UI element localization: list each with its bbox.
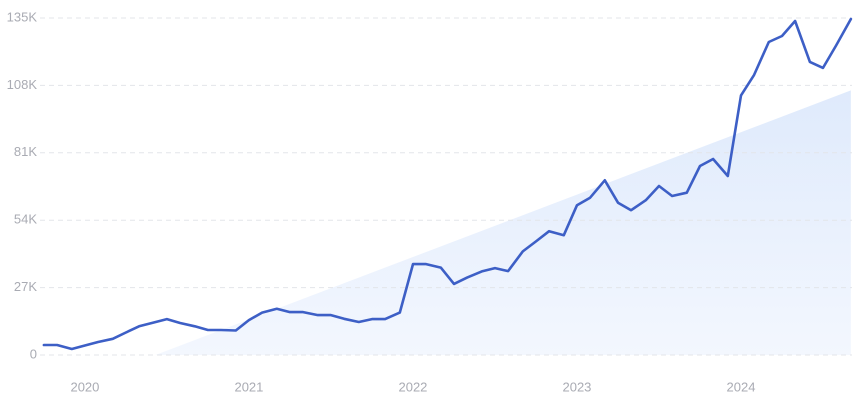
x-tick-label: 2023 [562, 379, 591, 394]
x-tick-label: 2021 [234, 379, 263, 394]
y-tick-label: 0 [30, 346, 37, 361]
trend-area [155, 90, 851, 356]
line [42, 17, 853, 351]
y-tick-label: 135K [7, 9, 38, 24]
x-tick-label: 2024 [727, 379, 756, 394]
x-tick-label: 2022 [398, 379, 427, 394]
y-tick-label: 81K [14, 144, 37, 159]
x-tick-label: 2020 [70, 379, 99, 394]
y-tick-label: 54K [14, 212, 37, 227]
y-tick-label: 108K [7, 77, 38, 92]
y-tick-label: 27K [14, 279, 37, 294]
